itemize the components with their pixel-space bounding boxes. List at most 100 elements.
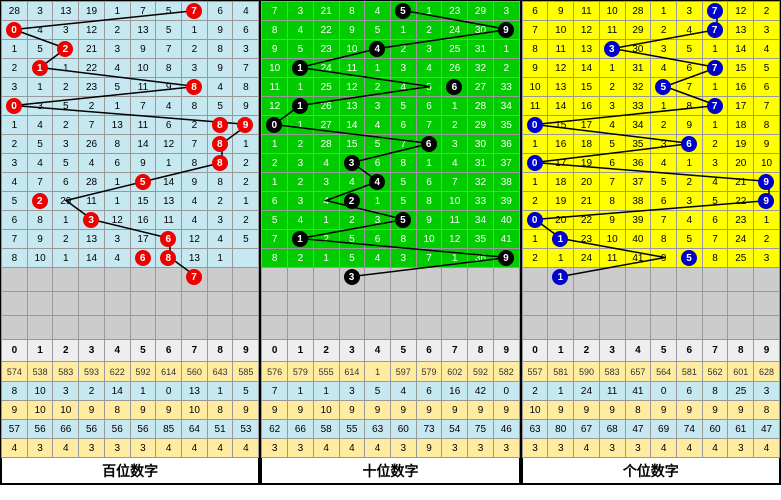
trend-ball: 9 (498, 250, 514, 266)
cell: 12 (442, 230, 468, 249)
cell: 3 (233, 40, 259, 59)
cell (339, 292, 365, 316)
trend-ball: 7 (707, 22, 723, 38)
col-header: 1 (27, 340, 53, 362)
cell: 6 (207, 2, 233, 21)
trend-ball: 8 (160, 250, 176, 266)
cell: 2 (390, 40, 416, 59)
cell: 1 (53, 59, 79, 78)
panels-row: 2831319175764043122135196152213972832112… (0, 0, 781, 485)
trend-ball: 0 (527, 117, 543, 133)
col-header: 1 (288, 340, 314, 362)
cell (27, 268, 53, 292)
cell (625, 316, 651, 340)
cell: 4 (365, 116, 391, 135)
cell: 8 (390, 154, 416, 173)
stat-cell: 9 (390, 401, 416, 420)
cell: 1 (442, 249, 468, 268)
cell: 21 (728, 173, 754, 192)
cell: 13 (574, 40, 600, 59)
stat-cell: 1 (130, 382, 156, 401)
cell (390, 316, 416, 340)
cell: 7 (390, 135, 416, 154)
cell: 34 (625, 116, 651, 135)
stat-cell: 4 (182, 439, 208, 458)
cell: 3 (365, 211, 391, 230)
cell: 7 (702, 2, 728, 21)
cell: 7 (416, 116, 442, 135)
stat-cell: 66 (288, 420, 314, 439)
stat-cell: 67 (574, 420, 600, 439)
cell: 4 (104, 249, 130, 268)
cell: 14 (339, 116, 365, 135)
col-header: 8 (207, 340, 233, 362)
cell: 3 (2, 154, 28, 173)
cell (574, 268, 600, 292)
cell (104, 268, 130, 292)
stat-cell: 4 (156, 439, 182, 458)
cell: 5 (390, 192, 416, 211)
cell: 22 (574, 211, 600, 230)
cell: 12 (182, 230, 208, 249)
stat-cell: 622 (104, 362, 130, 382)
col-header: 9 (754, 340, 780, 362)
cell (130, 292, 156, 316)
cell (599, 268, 625, 292)
cell: 3 (53, 135, 79, 154)
col-header: 2 (53, 340, 79, 362)
cell: 2 (53, 116, 79, 135)
cell: 4 (104, 59, 130, 78)
cell: 28 (2, 2, 28, 21)
cell (493, 316, 519, 340)
cell (27, 316, 53, 340)
cell: 6 (676, 59, 702, 78)
cell: 1 (522, 173, 548, 192)
cell: 4 (390, 78, 416, 97)
cell: 7 (442, 173, 468, 192)
cell: 11 (130, 116, 156, 135)
cell: 1 (2, 40, 28, 59)
cell: 7 (702, 230, 728, 249)
cell: 5 (754, 59, 780, 78)
stat-cell: 1 (365, 362, 391, 382)
cell: 7 (156, 40, 182, 59)
stat-cell: 10 (27, 382, 53, 401)
cell: 9 (493, 249, 519, 268)
cell (416, 316, 442, 340)
stat-cell: 16 (442, 382, 468, 401)
stat-cell: 62 (262, 420, 288, 439)
stat-cell: 8 (104, 401, 130, 420)
stat-cell: 57 (2, 420, 28, 439)
cell: 3 (676, 2, 702, 21)
cell: 21 (79, 40, 105, 59)
cell: 5 (156, 2, 182, 21)
cell: 5 (233, 230, 259, 249)
stat-cell: 4 (754, 439, 780, 458)
cell: 37 (625, 173, 651, 192)
cell: 1 (754, 211, 780, 230)
trend-ball: 6 (446, 79, 462, 95)
grid-table: 7321845123293842295122430995231042325311… (261, 1, 519, 484)
stat-cell: 4 (574, 439, 600, 458)
cell: 8 (207, 135, 233, 154)
cell: 28 (313, 135, 339, 154)
stat-cell: 557 (522, 362, 548, 382)
stat-cell: 14 (104, 382, 130, 401)
cell: 5 (365, 135, 391, 154)
cell: 9 (416, 211, 442, 230)
cell: 7 (262, 2, 288, 21)
stat-cell: 73 (416, 420, 442, 439)
cell: 5 (390, 173, 416, 192)
cell: 10 (416, 230, 442, 249)
stat-cell: 585 (233, 362, 259, 382)
cell: 4 (27, 116, 53, 135)
col-header: 1 (548, 340, 574, 362)
stat-cell: 562 (702, 362, 728, 382)
cell: 4 (599, 116, 625, 135)
stat-cell: 24 (574, 382, 600, 401)
stat-cell: 9 (339, 401, 365, 420)
cell: 15 (574, 78, 600, 97)
cell (207, 292, 233, 316)
cell: 8 (390, 230, 416, 249)
cell: 3 (442, 135, 468, 154)
